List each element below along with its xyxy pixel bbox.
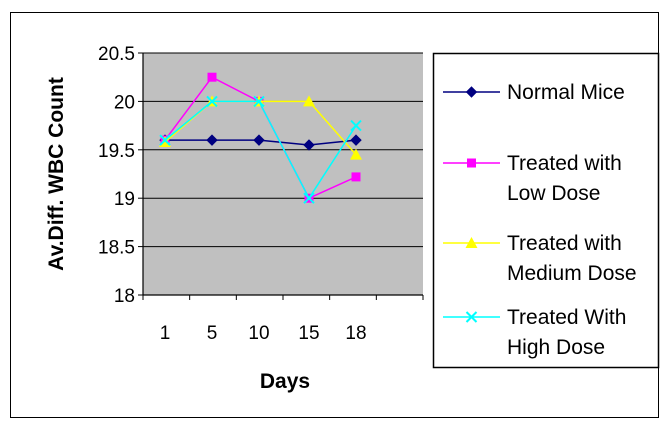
data-point [206,134,218,146]
y-tick-label: 18.5 [98,238,135,259]
legend-marker [467,158,476,168]
x-tick-label: 1 [160,323,171,344]
x-axis-title: Days [260,370,310,393]
data-point [350,148,362,160]
data-point [350,134,362,146]
y-tick-label: 19 [114,189,135,210]
data-point [207,72,217,82]
data-point-stroke [350,119,362,132]
legend-marker-stroke [465,311,478,323]
legend-marker [465,86,478,98]
data-point-stroke [206,95,218,108]
x-tick-label: 10 [248,323,269,344]
legend-entry-2: Treated with Low Dose [443,152,622,205]
y-tick-label: 20 [114,92,135,113]
legend-entry-3: Treated with Medium Dose [443,232,637,285]
data-point-stroke [253,95,265,108]
data-point [303,192,315,204]
data-point-stroke [159,134,171,146]
legend-label: Treated With [507,306,626,329]
data-point [206,95,218,108]
gridlines [143,52,423,248]
data-point [253,95,265,108]
data-point-stroke [303,192,315,204]
y-tick-label: 20.5 [98,44,135,65]
data-point [159,134,171,146]
legend-entry-1: Normal Mice [443,81,625,104]
data-point [350,119,362,132]
legend-marker [465,237,478,248]
legend-label: Low Dose [507,182,600,205]
legend-label: Medium Dose [507,262,637,285]
legend-label: High Dose [507,336,605,359]
data-point [351,172,361,182]
legend-label: Treated with [507,232,622,255]
plot-area [143,53,423,295]
legend-label: Normal Mice [507,81,625,104]
y-axis-title: Av.Diff. WBC Count [45,77,68,271]
legend-label: Treated with [507,152,622,175]
legend-entry-4: Treated With High Dose [443,306,626,359]
data-point [303,95,315,107]
data-point [303,139,315,151]
x-tick-label: 18 [345,323,366,344]
series-group [159,72,362,204]
legend-marker [465,311,478,323]
series-4 [159,95,362,204]
x-tick-label: 5 [207,323,218,344]
data-point [253,134,265,146]
y-tick-label: 19.5 [98,141,135,162]
y-tick-label: 18 [114,286,135,307]
x-tick-label: 15 [298,323,319,344]
